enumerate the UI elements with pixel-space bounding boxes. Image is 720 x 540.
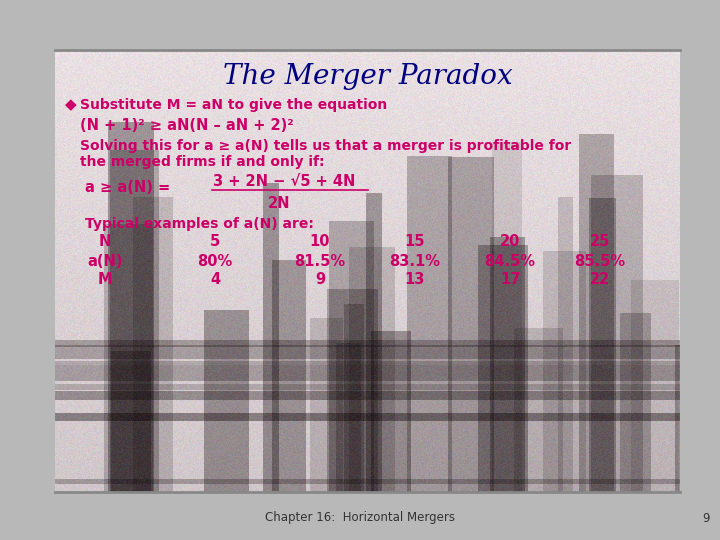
Text: Typical examples of a(N) are:: Typical examples of a(N) are: <box>85 217 314 231</box>
Text: 81.5%: 81.5% <box>294 253 346 268</box>
Text: 80%: 80% <box>197 253 233 268</box>
Text: 4: 4 <box>210 273 220 287</box>
Text: ◆: ◆ <box>65 98 77 112</box>
Text: the merged firms if and only if:: the merged firms if and only if: <box>80 155 325 169</box>
Text: 9: 9 <box>315 273 325 287</box>
Text: 5: 5 <box>210 234 220 249</box>
Text: 9: 9 <box>703 511 710 524</box>
Text: The Merger Paradox: The Merger Paradox <box>223 64 513 91</box>
Text: Chapter 16:  Horizontal Mergers: Chapter 16: Horizontal Mergers <box>265 511 455 524</box>
Text: 10: 10 <box>310 234 330 249</box>
Text: 13: 13 <box>405 273 426 287</box>
Text: M: M <box>98 273 112 287</box>
Text: 25: 25 <box>590 234 610 249</box>
Text: N: N <box>99 234 111 249</box>
Text: Solving this for a ≥ a(N) tells us that a merger is profitable for: Solving this for a ≥ a(N) tells us that … <box>80 139 571 153</box>
Text: 83.1%: 83.1% <box>390 253 441 268</box>
Text: a(N): a(N) <box>87 253 122 268</box>
Text: 20: 20 <box>500 234 520 249</box>
Text: (N + 1)² ≥ aN(N – aN + 2)²: (N + 1)² ≥ aN(N – aN + 2)² <box>80 118 294 132</box>
Text: 2N: 2N <box>268 197 290 212</box>
Text: 17: 17 <box>500 273 520 287</box>
Text: Substitute M = aN to give the equation: Substitute M = aN to give the equation <box>80 98 387 112</box>
Text: 84.5%: 84.5% <box>485 253 536 268</box>
Text: 3 + 2N − √5 + 4N: 3 + 2N − √5 + 4N <box>213 173 356 188</box>
Text: 85.5%: 85.5% <box>575 253 626 268</box>
Text: a ≥ a(N) =: a ≥ a(N) = <box>85 180 175 195</box>
Text: 15: 15 <box>405 234 426 249</box>
Text: 22: 22 <box>590 273 610 287</box>
